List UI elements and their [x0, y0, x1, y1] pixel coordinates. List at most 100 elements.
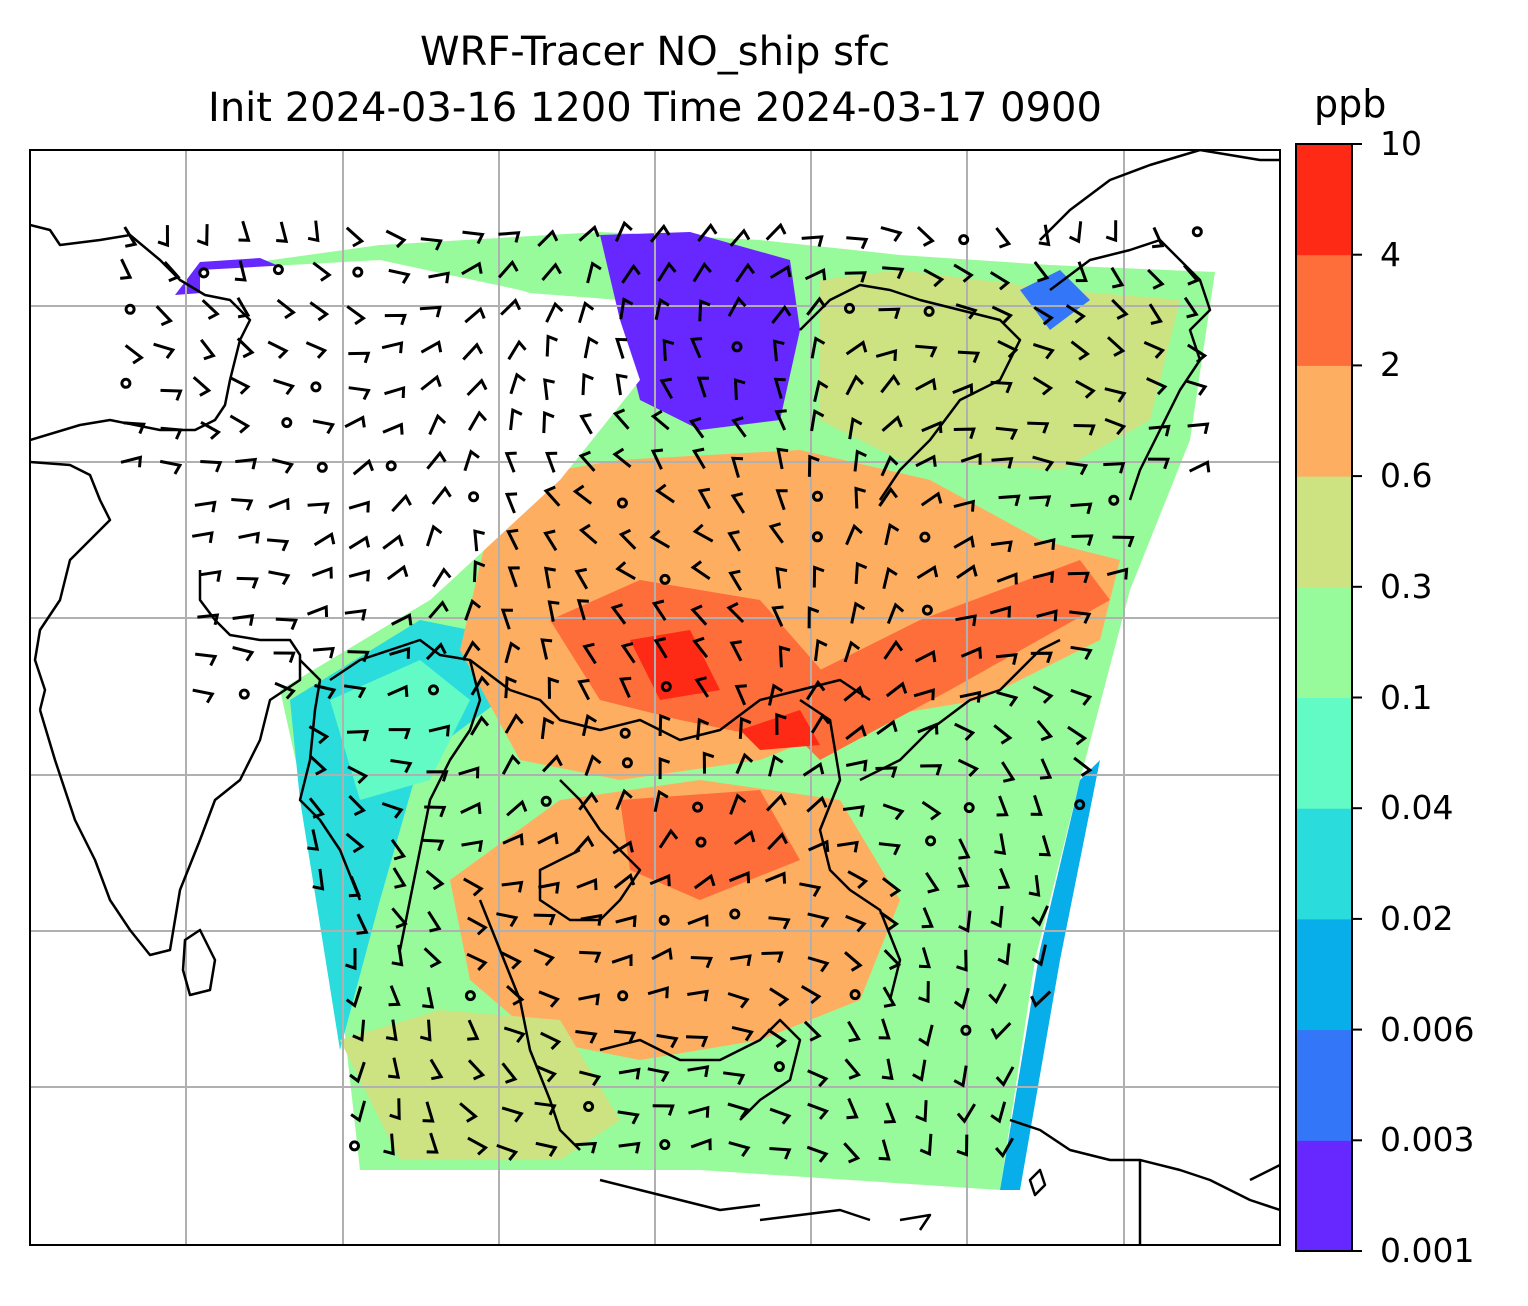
wind-barb: [537, 229, 559, 247]
wind-barb: [271, 458, 295, 474]
wind-barb: [650, 409, 670, 431]
wind-barb: [459, 1102, 478, 1123]
colorbar-segment: [1296, 808, 1352, 920]
wind-barb: [921, 420, 943, 434]
wind-barb: [843, 640, 861, 663]
wind-barb: [692, 636, 709, 659]
wind-barb: [1073, 756, 1093, 777]
wind-barb: [649, 873, 671, 887]
wind-barb: [649, 223, 671, 243]
wind-barb: [884, 1102, 897, 1124]
wind-barb: [1070, 340, 1090, 361]
wind-barb: [345, 226, 365, 248]
calm-marker: [963, 802, 975, 814]
wind-barb: [647, 986, 669, 999]
wind-barb: [848, 416, 863, 440]
calm-marker: [385, 460, 397, 472]
calm-marker: [844, 302, 855, 314]
wind-barb: [1148, 303, 1163, 325]
wind-barb: [1075, 261, 1088, 283]
wind-barb: [1036, 719, 1054, 742]
wind-barb: [955, 614, 977, 627]
wind-barb: [730, 456, 744, 478]
wind-barb: [1070, 502, 1093, 515]
calm-marker: [960, 1024, 972, 1036]
calm-marker: [849, 989, 861, 1001]
wind-barb: [996, 690, 1019, 707]
wind-barb: [807, 1102, 830, 1120]
wind-barb: [728, 871, 751, 884]
wind-barb: [575, 1141, 598, 1154]
wind-barb: [998, 494, 1021, 507]
colorbar-segment: [1296, 1029, 1352, 1141]
calm-marker: [1074, 799, 1086, 811]
wind-barb: [652, 1104, 675, 1116]
calm-wind-markers: [120, 226, 1203, 1152]
wind-barb: [540, 638, 553, 660]
wind-barb: [1148, 424, 1171, 437]
wind-barb: [915, 1100, 928, 1123]
wind-barb: [615, 561, 636, 581]
wind-barb: [1038, 224, 1051, 247]
calm-marker: [621, 757, 633, 769]
wind-barb: [692, 261, 712, 283]
calm-marker: [120, 377, 132, 389]
wind-barb: [882, 986, 897, 1008]
wind-barb: [580, 913, 603, 926]
wind-barb: [923, 268, 945, 288]
wind-barb: [1069, 610, 1092, 624]
wind-barb: [733, 378, 746, 401]
wind-barb: [348, 569, 371, 582]
wind-barb: [960, 452, 982, 465]
wind-barb: [853, 449, 867, 472]
wind-barb: [918, 1024, 934, 1047]
wind-barb: [953, 535, 975, 549]
wind-barb: [1143, 341, 1166, 359]
wind-barb: [579, 413, 593, 435]
calm-marker: [1191, 226, 1203, 238]
wind-barb: [953, 987, 970, 1010]
field-lowconc-ne: [1020, 270, 1090, 330]
wind-barb: [847, 870, 869, 890]
wind-barb: [1032, 342, 1055, 360]
wind-barb: [307, 829, 320, 851]
wind-barb: [914, 649, 937, 663]
gridlines: [30, 150, 1280, 1245]
wind-barb: [535, 1141, 558, 1157]
wind-barb: [348, 500, 370, 513]
wind-barb: [383, 1133, 395, 1156]
wind-barb: [464, 306, 486, 324]
wind-barb: [305, 341, 328, 359]
wind-barb: [769, 1107, 792, 1125]
calm-marker: [316, 461, 328, 473]
field-north-zone: [820, 270, 1180, 470]
wind-barb: [426, 770, 449, 782]
wind-barb: [547, 676, 560, 699]
wind-barb: [345, 832, 365, 854]
wind-barb: [500, 951, 522, 970]
wind-barb: [991, 457, 1014, 469]
wind-barb: [192, 688, 215, 704]
wind-barb: [308, 725, 330, 745]
wind-barb: [953, 1065, 968, 1088]
calm-marker: [659, 573, 671, 585]
wind-barb: [422, 1101, 435, 1123]
wind-barb: [690, 956, 713, 969]
wind-barb: [776, 447, 789, 470]
wind-barb: [773, 377, 786, 399]
calm-marker: [921, 604, 933, 616]
wind-barb: [389, 1098, 401, 1121]
wind-barb: [463, 877, 484, 897]
colorbar-tick-label: 0.02: [1380, 898, 1454, 938]
wind-barb: [650, 448, 664, 470]
wind-barb: [1147, 457, 1171, 470]
wind-barb: [769, 987, 790, 1007]
wind-barb: [497, 259, 519, 279]
wind-barb: [1106, 567, 1129, 580]
wind-barb: [463, 449, 480, 472]
wind-barb: [267, 340, 289, 359]
wind-barb: [504, 713, 524, 734]
wind-barb: [467, 410, 488, 432]
wind-barb: [618, 1067, 641, 1080]
wind-barb: [502, 832, 524, 846]
